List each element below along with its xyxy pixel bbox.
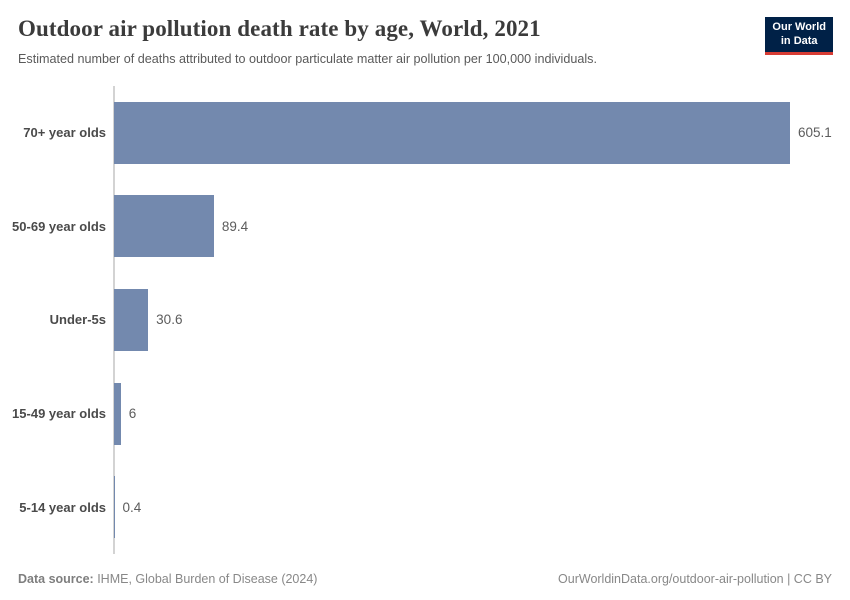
- bar-row: Under-5s 30.6: [0, 273, 850, 367]
- data-source-text: IHME, Global Burden of Disease (2024): [93, 572, 318, 586]
- chart-header: Outdoor air pollution death rate by age,…: [0, 0, 850, 68]
- owid-logo[interactable]: Our World in Data: [765, 17, 833, 55]
- value-label: 605.1: [798, 125, 832, 141]
- owid-url-link[interactable]: OurWorldinData.org/outdoor-air-pollution…: [558, 572, 832, 586]
- bar-15-49[interactable]: [114, 382, 121, 445]
- bar-under5[interactable]: [114, 288, 149, 351]
- owid-logo-line2: in Data: [780, 34, 818, 47]
- value-label: 89.4: [221, 218, 249, 234]
- y-axis-line: [113, 85, 115, 554]
- bar-row: 5-14 year olds 0.4: [0, 461, 850, 555]
- value-label: 0.4: [122, 499, 142, 515]
- chart-subtitle: Estimated number of deaths attributed to…: [18, 51, 597, 66]
- bar-row: 70+ year olds 605.1: [0, 86, 850, 180]
- bar-chart: 70+ year olds 605.1 50-69 year olds 89.4…: [0, 85, 850, 555]
- category-label: Under-5s: [49, 312, 106, 328]
- category-label: 15-49 year olds: [12, 406, 106, 422]
- value-label: 30.6: [156, 312, 183, 328]
- owid-logo-line1: Our World: [772, 21, 826, 33]
- value-label: 6: [128, 406, 137, 422]
- chart-footer: Data source: IHME, Global Burden of Dise…: [18, 572, 832, 586]
- category-label: 50-69 year olds: [12, 218, 106, 234]
- bar-row: 15-49 year olds 6: [0, 367, 850, 461]
- bar-70plus[interactable]: [114, 101, 790, 164]
- bar-5-14[interactable]: [114, 476, 115, 539]
- bar-50-69[interactable]: [114, 195, 214, 258]
- category-label: 5-14 year olds: [19, 499, 106, 515]
- bar-row: 50-69 year olds 89.4: [0, 179, 850, 273]
- chart-title: Outdoor air pollution death rate by age,…: [18, 16, 541, 41]
- data-source-label: Data source:: [18, 572, 94, 586]
- category-label: 70+ year olds: [23, 125, 106, 141]
- data-source: Data source: IHME, Global Burden of Dise…: [18, 572, 317, 586]
